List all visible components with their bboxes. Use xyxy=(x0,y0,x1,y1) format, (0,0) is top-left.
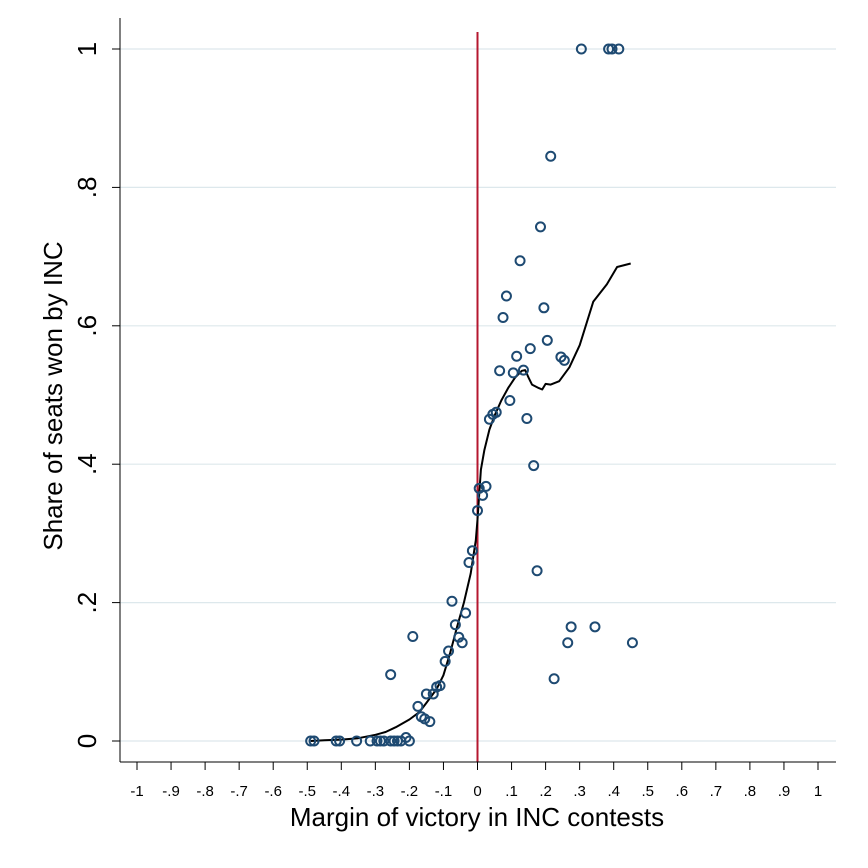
scatter-point xyxy=(412,700,424,712)
scatter-point xyxy=(545,150,557,162)
x-tick-label: .5 xyxy=(641,783,654,800)
scatter-point xyxy=(504,395,516,407)
scatter-point xyxy=(424,716,436,728)
x-tick-label: 1 xyxy=(814,783,822,800)
x-tick-label: .8 xyxy=(744,783,757,800)
scatter-point xyxy=(351,735,363,747)
scatter-point xyxy=(565,621,577,633)
scatter-point xyxy=(330,735,342,747)
x-tick-label: -.2 xyxy=(401,783,419,800)
scatter-point xyxy=(528,460,540,472)
axes: -1 -.9 -.8 -.7 -.6 -.5 -.4 -.3 -.2 -.1 0 .1 .2 .3 .4 .5… xyxy=(72,18,836,800)
scatter-point xyxy=(541,334,553,346)
x-tick-label: .7 xyxy=(710,783,723,800)
x-tick-label: .6 xyxy=(676,783,689,800)
scatter-point xyxy=(524,343,536,355)
x-tick-label: -.8 xyxy=(196,783,214,800)
scatter-point xyxy=(456,637,468,649)
x-tick-label: .4 xyxy=(607,783,620,800)
scatter-point xyxy=(334,735,346,747)
x-tick-label: .1 xyxy=(505,783,518,800)
scatter-point xyxy=(385,669,397,681)
scatter-point xyxy=(434,680,446,692)
scatter-point xyxy=(472,505,483,517)
y-tick-label: 1 xyxy=(72,42,102,56)
y-tick-label: .4 xyxy=(72,453,102,475)
scatter-point xyxy=(626,637,638,649)
x-tick-label: 0 xyxy=(473,783,481,800)
x-tick-label: -.7 xyxy=(230,783,248,800)
scatter-point xyxy=(562,637,574,649)
scatter-point xyxy=(466,545,478,557)
scatter-point xyxy=(420,688,432,700)
x-tick-label: -.3 xyxy=(367,783,385,800)
scatter-point xyxy=(443,645,455,657)
scatter-point xyxy=(403,735,415,747)
y-tick-label: .6 xyxy=(72,315,102,337)
scatter-point xyxy=(534,221,546,233)
scatter-point xyxy=(385,735,397,747)
x-tick-label: -.9 xyxy=(162,783,180,800)
scatter-point xyxy=(308,735,320,747)
scatter-point xyxy=(589,621,601,633)
scatter-point xyxy=(460,607,472,619)
scatter-point xyxy=(305,735,317,747)
x-tick-label: -.4 xyxy=(333,783,351,800)
scatter-point xyxy=(514,255,526,267)
scatter-point xyxy=(439,655,451,667)
y-tick-label: .2 xyxy=(72,592,102,614)
y-tick-label: 0 xyxy=(72,734,102,748)
scatter-point xyxy=(521,413,533,425)
x-tick-label: .9 xyxy=(778,783,791,800)
scatter-point xyxy=(364,735,376,747)
scatter-point xyxy=(463,556,475,568)
scatter-points xyxy=(305,43,638,747)
scatter-point xyxy=(477,489,489,501)
scatter-point xyxy=(548,673,560,685)
y-tick-label: .8 xyxy=(72,177,102,199)
x-tick-label: -.1 xyxy=(435,783,453,800)
scatter-point xyxy=(606,43,618,55)
scatter-point xyxy=(497,311,509,323)
fitted-curve-group xyxy=(310,262,631,742)
scatter-point xyxy=(603,43,615,55)
scatter-point xyxy=(378,735,390,747)
scatter-point xyxy=(490,406,502,418)
scatter-point xyxy=(500,290,512,302)
scatter-point xyxy=(538,302,550,314)
x-tick-label: -.5 xyxy=(298,783,316,800)
scatter-point xyxy=(388,735,400,747)
scatter-point xyxy=(517,364,529,376)
scatter-point xyxy=(575,43,587,55)
scatter-point xyxy=(613,43,625,55)
scatter-point xyxy=(407,631,419,643)
scatter-point xyxy=(558,354,570,366)
scatter-point xyxy=(446,595,458,607)
x-tick-label: .3 xyxy=(573,783,586,800)
x-tick-label: -.6 xyxy=(264,783,282,800)
x-tick-label: .2 xyxy=(539,783,552,800)
scatter-point xyxy=(494,365,506,377)
y-axis-title: Share of seats won by INC xyxy=(38,241,68,550)
x-tick-label: -1 xyxy=(130,783,143,800)
scatter-point xyxy=(507,367,519,379)
scatter-point xyxy=(449,619,461,631)
scatter-point xyxy=(511,350,523,362)
x-axis-title: Margin of victory in INC contests xyxy=(290,802,664,832)
scatter-point xyxy=(531,565,543,577)
fitted-curve xyxy=(310,262,631,742)
scatter-point xyxy=(480,480,492,492)
scatter-point xyxy=(453,631,465,643)
scatter-point xyxy=(371,735,383,747)
scatter-point xyxy=(374,735,386,747)
